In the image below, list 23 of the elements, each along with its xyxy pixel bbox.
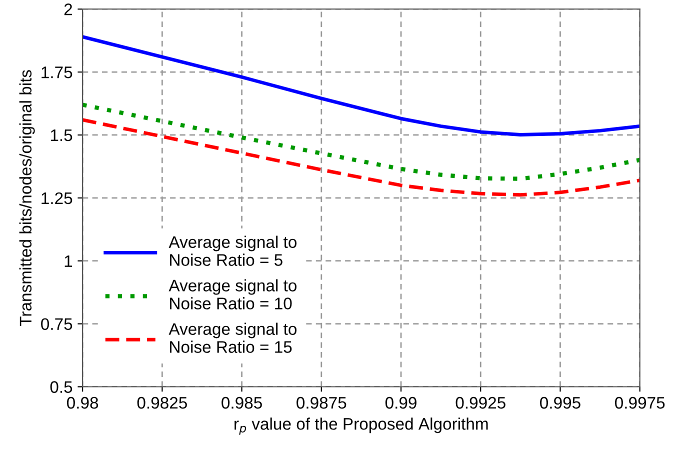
legend-label: Average signal to Noise Ratio = 15 — [168, 322, 296, 353]
legend-label: Average signal to Noise Ratio = 10 — [168, 279, 296, 310]
y-tick-label: 0.75 — [41, 318, 72, 330]
x-tick-label: 0.985 — [222, 396, 262, 409]
x-tick-label: 0.9875 — [296, 396, 346, 409]
x-tick-label: 0.98 — [66, 396, 98, 409]
y-tick-label: 1.75 — [42, 66, 72, 78]
y-tick-label: 2 — [64, 4, 72, 16]
x-axis-title: r$_{p}$ value of the Proposed Algorithm — [234, 418, 488, 435]
y-tick-label: 0.5 — [50, 381, 72, 393]
y-tick-label: 1 — [64, 255, 72, 267]
line-series — [82, 35, 640, 136]
x-tick-label: 0.9975 — [615, 396, 665, 409]
y-tick-label: 1.5 — [50, 130, 72, 142]
x-tick-label: 0.99 — [385, 396, 416, 409]
legend-label: Average signal to Noise Ratio = 5 — [168, 236, 296, 266]
x-tick-label: 0.9825 — [137, 396, 187, 409]
y-axis-title: Transmitted bits/nodes/original bits — [19, 70, 35, 326]
line-series — [82, 102, 640, 181]
x-tick-label: 0.9925 — [456, 396, 506, 409]
line-series — [82, 118, 640, 197]
y-tick-label: 1.25 — [42, 192, 72, 204]
x-tick-label: 0.995 — [540, 396, 580, 409]
